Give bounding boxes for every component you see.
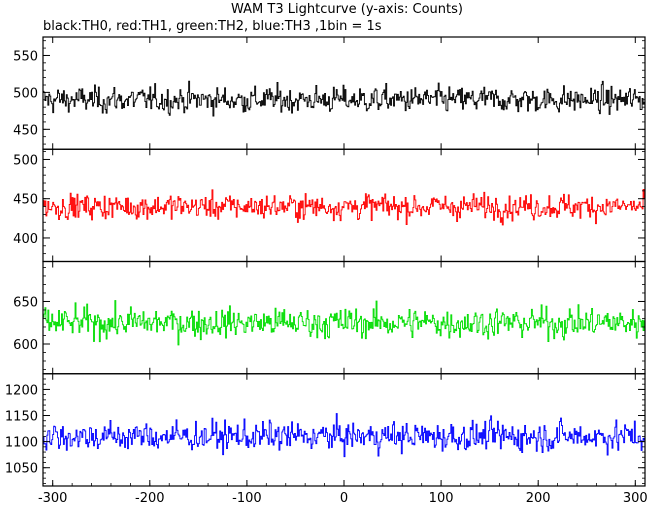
y-tick-label: 1100 <box>5 436 38 451</box>
y-tick-label: 450 <box>13 193 38 208</box>
y-tick-label: 1050 <box>5 462 38 477</box>
x-tick-label: 100 <box>429 491 454 505</box>
x-tick-label: -300 <box>38 491 68 505</box>
y-tick-label: 450 <box>13 123 38 138</box>
y-tick-label: 600 <box>13 338 38 353</box>
y-tick-label: 500 <box>13 153 38 168</box>
y-tick-label: 650 <box>13 295 38 310</box>
x-axis: -300 -200 -100 0 100 200 300 <box>38 483 648 505</box>
x-tick-label: 300 <box>623 491 648 505</box>
panel-th0: 450 500 550 <box>13 36 646 150</box>
series-th1-line <box>43 189 645 226</box>
series-th2-line <box>43 300 645 346</box>
chart-title: WAM T3 Lightcurve (y-axis: Counts) <box>231 2 463 17</box>
panel-th1: 400 450 500 <box>13 148 646 263</box>
panels: 450 500 550 400 450 500 600 650 1050 1100 1150 1200 <box>5 36 646 487</box>
y-tick-label: 500 <box>13 86 38 101</box>
panel-th3: 1050 1100 1150 1200 <box>5 373 646 487</box>
y-tick-label: 400 <box>13 232 38 247</box>
x-tick-label: -200 <box>135 491 165 505</box>
panel-th2: 600 650 <box>13 260 646 375</box>
series-th3-line <box>43 413 645 458</box>
x-tick-label: 200 <box>526 491 551 505</box>
y-tick-label: 550 <box>13 49 38 64</box>
chart-subtitle: black:TH0, red:TH1, green:TH2, blue:TH3 … <box>43 19 382 34</box>
series-th0-line <box>43 80 645 117</box>
x-tick-label: 0 <box>340 491 348 505</box>
y-tick-label: 1200 <box>5 383 38 398</box>
x-tick-label: -100 <box>232 491 262 505</box>
y-tick-label: 1150 <box>5 410 38 425</box>
